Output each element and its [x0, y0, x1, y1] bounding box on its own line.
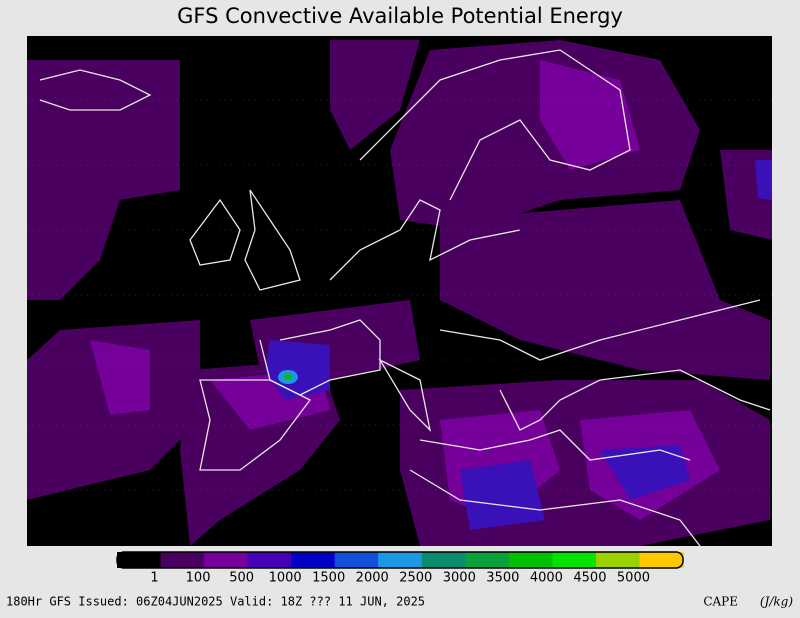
colorbar-label: 4000 [530, 571, 563, 586]
footer-variable: CAPE [703, 595, 738, 609]
colorbar-segment [160, 552, 205, 568]
coastlines [39, 49, 771, 547]
colorbar-segment [595, 552, 640, 568]
colorbar-label: 2500 [399, 571, 432, 586]
colorbar-segment [508, 552, 553, 568]
colorbar: 1 100 500 1000 1500 2000 2500 3000 3500 4000 4500 5… [116, 551, 684, 586]
colorbar-segment [639, 552, 684, 568]
colorbar-label: 2000 [356, 571, 389, 586]
colorbar-label: 1 [150, 571, 158, 586]
colorbar-segment [291, 552, 336, 568]
colorbar-label: 3000 [443, 571, 476, 586]
colorbar-label: 1500 [312, 571, 345, 586]
colorbar-label: 4500 [573, 571, 606, 586]
title-bar [0, 0, 800, 36]
graticule [27, 99, 772, 491]
colorbar-segment [117, 552, 162, 568]
footer-left: 180Hr GFS Issued: 06Z04JUN2025 Valid: 18… [6, 595, 425, 609]
colorbar-segment [378, 552, 423, 568]
colorbar-outline [116, 551, 684, 569]
cape-high [265, 160, 772, 530]
colorbar-segment [334, 552, 379, 568]
colorbar-label: 100 [186, 571, 211, 586]
colorbar-segment [421, 552, 466, 568]
colorbar-label: 500 [229, 571, 254, 586]
colorbar-label: 5000 [617, 571, 650, 586]
colorbar-segment [204, 552, 249, 568]
cape-peak-core [284, 374, 292, 380]
colorbar-label: 1000 [269, 571, 302, 586]
colorbar-segment [465, 552, 510, 568]
footer-bar [0, 588, 800, 618]
title: GFS Convective Available Potential Energ… [177, 4, 623, 28]
colorbar-segment [552, 552, 597, 568]
footer-units: (J/kg) [760, 595, 793, 609]
map [27, 36, 772, 547]
colorbar-label: 3500 [486, 571, 519, 586]
colorbar-segment [247, 552, 292, 568]
